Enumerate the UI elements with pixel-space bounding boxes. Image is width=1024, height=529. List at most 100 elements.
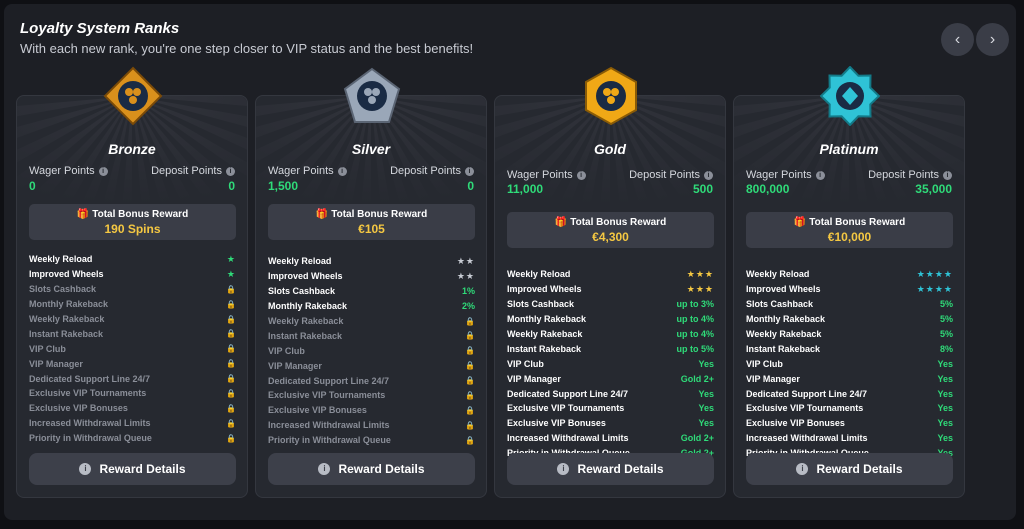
- total-bonus-label: Total Bonus Reward: [92, 209, 189, 220]
- total-bonus-value: €105: [358, 222, 385, 236]
- rank-card-gold: Gold Wager Points i Deposit Points i 11,00…: [494, 66, 726, 498]
- wager-points-value: 1,500: [268, 179, 299, 193]
- info-icon[interactable]: i: [226, 166, 235, 176]
- feature-row: Exclusive VIP Tournaments 🔒: [29, 386, 236, 401]
- info-icon[interactable]: i: [943, 170, 952, 180]
- feature-list: Weekly Reload ★★★ Improved Wheels ★★★ Sl…: [507, 267, 714, 461]
- lock-icon: 🔒: [226, 314, 236, 324]
- deposit-points-label: Deposit Points i: [868, 169, 952, 181]
- feature-name: Exclusive VIP Tournaments: [268, 390, 386, 401]
- feature-row: Increased Withdrawal Limits 🔒: [29, 416, 236, 431]
- info-icon[interactable]: i: [815, 170, 825, 180]
- feature-row: VIP Manager Yes: [746, 371, 953, 386]
- rank-card-silver: Silver Wager Points i Deposit Points i 1,5…: [255, 67, 487, 498]
- reward-details-button[interactable]: i Reward Details: [507, 453, 714, 485]
- feature-name: Instant Rakeback: [268, 330, 343, 341]
- feature-list: Weekly Reload ★★ Improved Wheels ★★ Slot…: [268, 254, 475, 448]
- lock-icon: 🔒: [226, 344, 236, 354]
- info-icon[interactable]: i: [98, 166, 108, 176]
- feature-name: Priority in Withdrawal Queue: [29, 433, 152, 444]
- wager-points-label: Wager Points i: [268, 165, 347, 177]
- reward-details-button[interactable]: i Reward Details: [29, 453, 236, 485]
- page-title: Loyalty System Ranks: [20, 20, 180, 37]
- feature-row: Weekly Reload ★★★★: [746, 267, 953, 282]
- lock-icon: 🔒: [465, 420, 475, 430]
- feature-row: Improved Wheels ★★★★: [746, 282, 953, 297]
- feature-value: ★★: [456, 255, 475, 266]
- info-icon[interactable]: i: [576, 170, 586, 180]
- reward-details-button[interactable]: i Reward Details: [746, 453, 953, 485]
- feature-row: Monthly Rakeback 2%: [268, 299, 475, 314]
- feature-value: Gold 2+: [680, 433, 714, 444]
- lock-icon: 🔒: [465, 376, 475, 386]
- lock-icon: 🔒: [226, 418, 236, 428]
- feature-row: Monthly Rakeback 5%: [746, 312, 953, 327]
- feature-name: Weekly Rakeback: [746, 329, 822, 339]
- info-icon[interactable]: i: [337, 166, 347, 176]
- rank-name: Bronze: [108, 141, 156, 157]
- feature-name: Weekly Rakeback: [268, 316, 344, 326]
- feature-name: Exclusive VIP Tournaments: [746, 403, 864, 414]
- feature-row: Increased Withdrawal Limits 🔒: [268, 418, 475, 433]
- feature-row: VIP Club 🔒: [268, 343, 475, 358]
- feature-value: Yes: [937, 373, 953, 384]
- feature-name: Increased Withdrawal Limits: [507, 433, 629, 444]
- feature-row: Instant Rakeback 🔒: [268, 328, 475, 343]
- feature-row: VIP Club 🔒: [29, 341, 236, 356]
- feature-list: Weekly Reload ★★★★ Improved Wheels ★★★★ …: [746, 267, 953, 461]
- feature-name: Exclusive VIP Bonuses: [507, 418, 606, 429]
- info-icon: i: [796, 463, 809, 475]
- feature-name: Slots Cashback: [268, 286, 336, 297]
- gift-icon: 🎁: [554, 217, 568, 228]
- wager-points-value: 11,000: [507, 182, 544, 196]
- feature-value: ★★★: [686, 283, 714, 294]
- feature-row: Improved Wheels ★★★: [507, 282, 714, 297]
- feature-row: Exclusive VIP Tournaments 🔒: [268, 388, 475, 403]
- feature-row: Increased Withdrawal Limits Yes: [746, 431, 953, 446]
- wager-points-value: 0: [29, 179, 36, 193]
- feature-row: Monthly Rakeback 🔒: [29, 297, 236, 312]
- carousel-next-button[interactable]: ›: [976, 23, 1009, 56]
- feature-name: Exclusive VIP Tournaments: [507, 403, 625, 414]
- feature-row: Exclusive VIP Bonuses 🔒: [268, 403, 475, 418]
- lock-icon: 🔒: [226, 284, 236, 294]
- info-icon[interactable]: i: [465, 166, 474, 176]
- deposit-points-value: 35,000: [915, 182, 952, 196]
- deposit-points-label: Deposit Points i: [390, 165, 474, 177]
- feature-name: Dedicated Support Line 24/7: [507, 388, 629, 399]
- info-icon[interactable]: i: [704, 170, 713, 180]
- feature-name: Increased Withdrawal Limits: [29, 418, 151, 429]
- feature-value: Yes: [698, 388, 714, 399]
- lock-icon: 🔒: [226, 359, 236, 369]
- lock-icon: 🔒: [226, 433, 236, 443]
- lock-icon: 🔒: [226, 374, 236, 384]
- feature-row: VIP Club Yes: [507, 356, 714, 371]
- reward-details-button[interactable]: i Reward Details: [268, 453, 475, 485]
- reward-details-label: Reward Details: [99, 462, 186, 476]
- feature-row: Exclusive VIP Bonuses 🔒: [29, 401, 236, 416]
- feature-name: VIP Manager: [507, 373, 561, 384]
- feature-name: VIP Manager: [29, 358, 83, 369]
- gift-icon: 🎁: [315, 209, 329, 220]
- feature-name: VIP Manager: [268, 360, 322, 371]
- lock-icon: 🔒: [465, 390, 475, 400]
- feature-name: Instant Rakeback: [29, 328, 104, 339]
- feature-name: Monthly Rakeback: [29, 299, 109, 310]
- badge-rays: [256, 96, 486, 206]
- reward-details-label: Reward Details: [816, 462, 903, 476]
- carousel-prev-button[interactable]: ‹: [941, 23, 974, 56]
- feature-row: VIP Club Yes: [746, 356, 953, 371]
- lock-icon: 🔒: [226, 329, 236, 339]
- feature-name: Monthly Rakeback: [746, 314, 826, 325]
- feature-name: Weekly Reload: [29, 254, 93, 265]
- feature-row: Priority in Withdrawal Queue 🔒: [29, 431, 236, 446]
- lock-icon: 🔒: [465, 361, 475, 371]
- badge-rays: [495, 96, 725, 206]
- feature-name: VIP Club: [29, 343, 66, 354]
- feature-row: Weekly Reload ★★★: [507, 267, 714, 282]
- feature-row: Weekly Rakeback 5%: [746, 327, 953, 342]
- feature-row: Dedicated Support Line 24/7 🔒: [29, 371, 236, 386]
- total-bonus-box: 🎁 Total Bonus Reward €10,000: [746, 212, 953, 248]
- feature-row: Slots Cashback 1%: [268, 284, 475, 299]
- lock-icon: 🔒: [465, 405, 475, 415]
